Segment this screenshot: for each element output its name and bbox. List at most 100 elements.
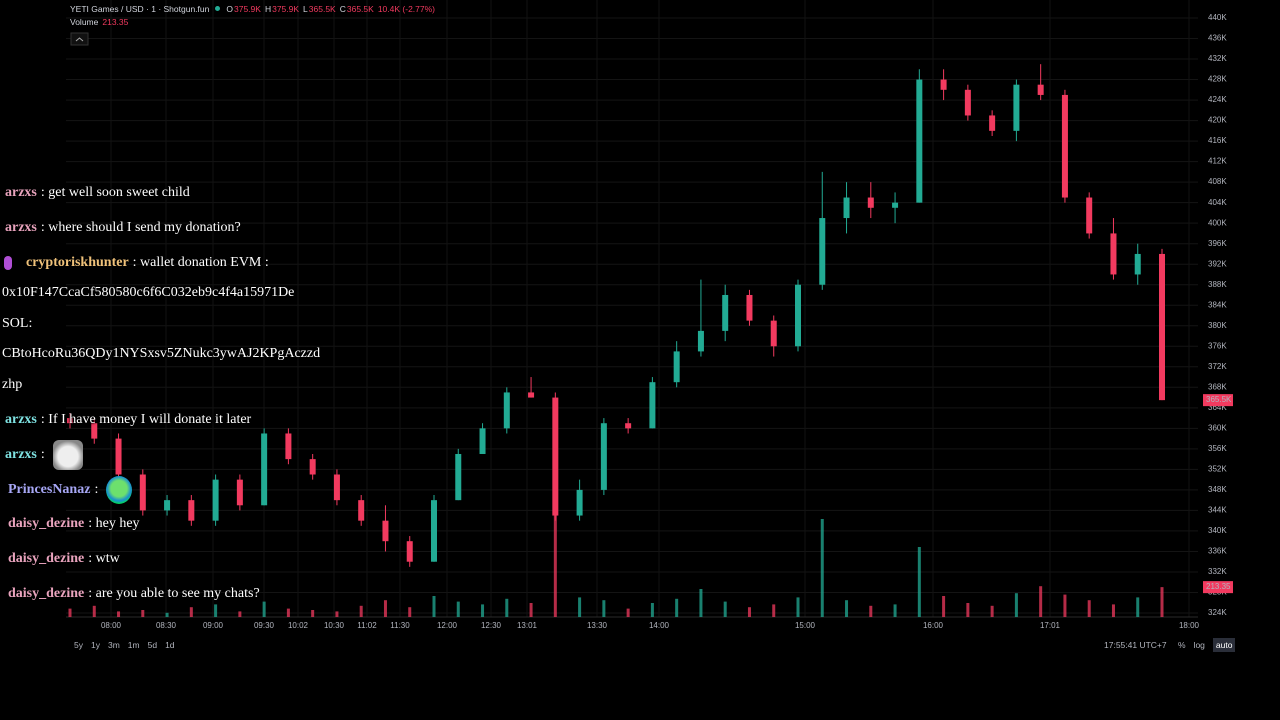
range-button[interactable]: 3m bbox=[107, 640, 120, 650]
candle-body bbox=[358, 500, 365, 521]
volume-bar bbox=[92, 605, 96, 617]
x-tick-label: 10:02 bbox=[288, 621, 309, 630]
y-tick-label: 348K bbox=[1208, 485, 1227, 494]
y-tick-label: 392K bbox=[1208, 259, 1227, 268]
x-tick-label: 17:01 bbox=[1040, 621, 1061, 630]
candle-body bbox=[236, 479, 243, 506]
change: 10.4K (-2.77%) bbox=[377, 4, 435, 14]
chat-message: zhp bbox=[2, 373, 22, 397]
range-button[interactable]: 5d bbox=[147, 640, 158, 650]
x-tick-label: 10:30 bbox=[324, 621, 345, 630]
chat-user: daisy_dezine bbox=[8, 586, 85, 601]
candle-body bbox=[115, 438, 122, 475]
candle-body bbox=[479, 428, 486, 454]
candle-body bbox=[697, 330, 704, 352]
chat-user: arzxs bbox=[5, 220, 37, 235]
y-tick-label: 384K bbox=[1208, 300, 1227, 309]
axis-option[interactable]: % bbox=[1178, 640, 1186, 650]
chat-message: arzxs: where should I send my donation? bbox=[5, 216, 241, 240]
y-tick-label: 368K bbox=[1208, 382, 1227, 391]
volume-bar bbox=[796, 597, 800, 617]
volume-bar bbox=[845, 600, 849, 617]
range-buttons: 5y 1y 3m 1m 5d 1d bbox=[74, 640, 183, 650]
candle-body bbox=[164, 500, 171, 511]
chat-user: cryptoriskhunter bbox=[26, 255, 129, 270]
range-button[interactable]: 1m bbox=[127, 640, 140, 650]
cat-emote bbox=[52, 440, 83, 470]
y-tick-label: 412K bbox=[1208, 157, 1227, 166]
header: YETI Games / USD · 1 · Shotgun.fun O375.9… bbox=[70, 4, 439, 27]
y-tick-label: 404K bbox=[1208, 198, 1227, 207]
ohlc-key: O bbox=[226, 4, 233, 14]
collapse-icon bbox=[75, 37, 84, 42]
y-tick-label: 324K bbox=[1208, 608, 1227, 617]
candle-body bbox=[552, 397, 559, 516]
y-tick-label: 420K bbox=[1208, 116, 1227, 125]
y-tick-label: 388K bbox=[1208, 280, 1227, 289]
volume-label: Volume bbox=[70, 17, 99, 27]
volume-bar bbox=[1014, 593, 1018, 617]
last-price-box bbox=[1203, 394, 1233, 407]
y-tick-label: 332K bbox=[1208, 567, 1227, 576]
y-tick-label: 428K bbox=[1208, 75, 1227, 84]
last-volume-label: 213.35 bbox=[1206, 582, 1231, 591]
axis-option[interactable]: log bbox=[1193, 640, 1205, 650]
chat-message: CBtoHcoRu36QDy1NYSxsv5ZNukc3ywAJ2KPgAczz… bbox=[2, 342, 320, 366]
volume-bar bbox=[68, 608, 72, 617]
chat-user: arzxs bbox=[5, 185, 37, 200]
frog-emote bbox=[106, 476, 133, 504]
volume-bar bbox=[1063, 594, 1067, 617]
candle-body bbox=[867, 197, 874, 208]
y-tick-label: 364K bbox=[1208, 403, 1227, 412]
y-tick-label: 336K bbox=[1208, 547, 1227, 556]
volume-bar bbox=[747, 607, 751, 617]
chat-message: 0x10F147CcaCf580580c6f6C032eb9c4f4a15971… bbox=[2, 281, 294, 305]
chat-user: daisy_dezine bbox=[8, 516, 85, 531]
chat-text: : hey hey bbox=[88, 516, 140, 531]
volume-bar bbox=[942, 596, 946, 617]
chat-message: daisy_dezine : hey hey bbox=[8, 512, 140, 536]
chat-message: cryptoriskhunter : wallet donation EVM : bbox=[2, 251, 269, 275]
y-tick-label: 340K bbox=[1208, 526, 1227, 535]
volume-bar bbox=[772, 604, 776, 617]
range-button[interactable]: 5y bbox=[74, 640, 83, 650]
axis-option[interactable]: auto bbox=[1212, 638, 1236, 652]
y-tick-label: 424K bbox=[1208, 95, 1227, 104]
volume-bar bbox=[1111, 604, 1115, 617]
volume-bar bbox=[432, 596, 436, 617]
chat-message: PrincesNanaz : bbox=[8, 476, 133, 504]
y-tick-label: 352K bbox=[1208, 464, 1227, 473]
collapse-button bbox=[70, 32, 89, 46]
last-volume-box bbox=[1203, 581, 1233, 594]
ohlc-key: L bbox=[303, 4, 308, 14]
candle-body bbox=[989, 115, 996, 131]
y-tick-label: 400K bbox=[1208, 218, 1227, 227]
chat-text: 0x10F147CcaCf580580c6f6C032eb9c4f4a15971… bbox=[2, 285, 295, 300]
candle-body bbox=[406, 541, 413, 562]
chat-text: : bbox=[40, 447, 45, 462]
volume-bar bbox=[529, 603, 533, 617]
clock: 17:55:41 UTC+7 bbox=[1104, 640, 1167, 650]
candle-body bbox=[964, 89, 971, 116]
range-button[interactable]: 1y bbox=[90, 640, 100, 650]
chat-message: daisy_dezine : are you able to see my ch… bbox=[8, 582, 260, 606]
x-tick-label: 09:00 bbox=[203, 621, 224, 630]
candle-body bbox=[1110, 233, 1117, 275]
chat-message: arzxs: get well soon sweet child bbox=[5, 181, 190, 205]
x-tick-label: 12:00 bbox=[437, 621, 458, 630]
candle-body bbox=[722, 294, 729, 331]
y-tick-label: 380K bbox=[1208, 321, 1227, 330]
candle-body bbox=[649, 382, 656, 429]
chat-user: arzxs bbox=[5, 412, 37, 427]
x-tick-label: 18:00 bbox=[1179, 621, 1200, 630]
candle-body bbox=[770, 320, 777, 347]
x-tick-label: 08:00 bbox=[101, 621, 122, 630]
chat-message: daisy_dezine : wtw bbox=[8, 547, 120, 571]
candle-body bbox=[795, 284, 801, 347]
volume-bar bbox=[1160, 587, 1164, 617]
range-button[interactable]: 1d bbox=[165, 640, 175, 650]
chat-user: daisy_dezine bbox=[8, 551, 85, 566]
volume-bar bbox=[311, 610, 315, 617]
